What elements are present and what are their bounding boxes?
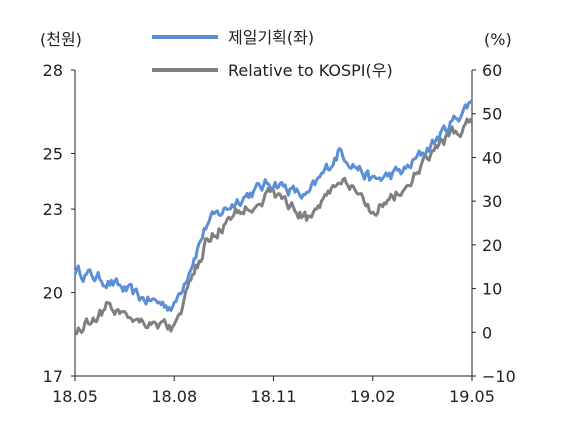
right-tick-label: 0 (482, 323, 492, 342)
left-axis-unit: (천원) (40, 30, 82, 49)
left-tick-label: 28 (43, 61, 63, 80)
left-tick-label: 25 (43, 144, 63, 163)
legend: 제일기획(좌) Relative to KOSPI(우) (152, 28, 393, 80)
x-tick-label: 18.11 (251, 387, 297, 406)
left-tick-label: 17 (43, 367, 63, 386)
left-tick-label: 23 (43, 200, 63, 219)
legend-label-1: Relative to KOSPI(우) (228, 61, 393, 80)
right-tick-label: 30 (482, 192, 502, 211)
left-tick-label: 20 (43, 284, 63, 303)
x-tick-label: 19.05 (449, 387, 495, 406)
right-tick-label: 20 (482, 236, 502, 255)
x-tick-label: 18.05 (52, 387, 98, 406)
right-tick-label: 40 (482, 148, 502, 167)
right-tick-label: 50 (482, 105, 502, 124)
legend-label-0: 제일기획(좌) (228, 28, 314, 47)
right-tick-label: 60 (482, 61, 502, 80)
right-tick-label: −10 (482, 367, 516, 386)
series-line-0 (73, 99, 473, 312)
x-tick-label: 19.02 (350, 387, 396, 406)
series-line-1 (73, 117, 474, 336)
right-tick-label: 10 (482, 280, 502, 299)
series-layer (73, 99, 474, 336)
x-tick-label: 18.08 (151, 387, 197, 406)
right-axis-unit: (%) (484, 30, 512, 49)
axes: 17 20 23 25 28 −10 0 10 20 30 40 50 60 18.05 18.08 18.1… (43, 61, 516, 406)
